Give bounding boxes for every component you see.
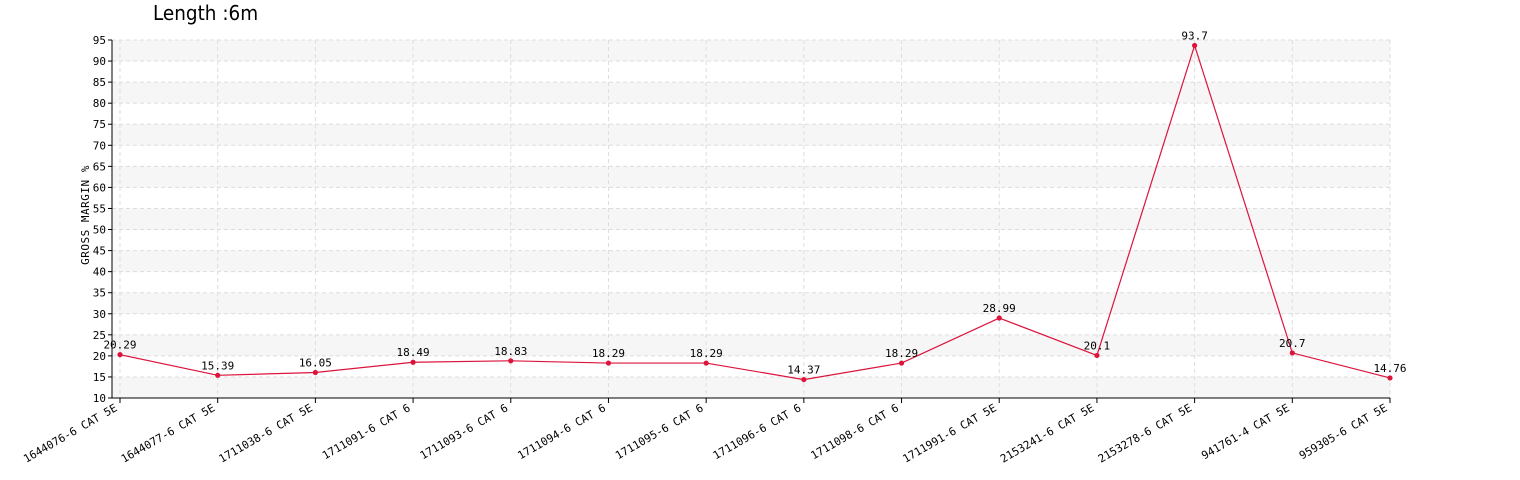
data-label: 14.76 bbox=[1373, 362, 1406, 375]
background-band bbox=[112, 82, 1390, 104]
data-point bbox=[117, 352, 123, 358]
y-tick-label: 80 bbox=[93, 97, 106, 110]
data-point bbox=[703, 360, 709, 366]
data-label: 20.29 bbox=[103, 339, 136, 352]
background-band bbox=[112, 208, 1390, 230]
x-tick-label: 2153278-6 CAT 5E bbox=[1096, 401, 1194, 465]
x-tick-label: 1711094-6 CAT 6 bbox=[515, 401, 608, 462]
x-tick-label: 1711991-6 CAT 5E bbox=[900, 401, 998, 465]
y-tick-label: 85 bbox=[93, 76, 106, 89]
data-label: 18.29 bbox=[690, 347, 723, 360]
y-tick-label: 55 bbox=[93, 202, 106, 215]
x-tick-label: 1644076-6 CAT 5E bbox=[21, 401, 119, 465]
x-tick-label: 1644077-6 CAT 5E bbox=[119, 401, 217, 465]
data-point bbox=[801, 376, 807, 383]
data-label: 93.7 bbox=[1181, 29, 1208, 42]
x-tick-label: 1711096-6 CAT 6 bbox=[711, 401, 804, 462]
y-tick-label: 15 bbox=[93, 371, 106, 384]
data-point bbox=[1289, 350, 1295, 356]
y-axis-title: GROSS MARGIN % bbox=[79, 165, 92, 265]
background-band bbox=[112, 292, 1390, 314]
data-point bbox=[605, 360, 612, 366]
y-tick-label: 75 bbox=[93, 118, 106, 131]
y-tick-label: 65 bbox=[93, 160, 106, 173]
y-tick-label: 95 bbox=[93, 34, 106, 47]
x-tick-label: 1711038-6 CAT 5E bbox=[217, 401, 315, 465]
y-tick-label: 20 bbox=[93, 350, 106, 363]
data-point bbox=[1387, 375, 1393, 381]
x-tick-label: 1711098-6 CAT 6 bbox=[809, 401, 902, 462]
data-point bbox=[898, 360, 905, 366]
data-label: 14.37 bbox=[787, 364, 820, 377]
data-point bbox=[996, 315, 1002, 321]
y-tick-label: 70 bbox=[93, 139, 106, 152]
data-label: 15.39 bbox=[201, 359, 234, 372]
y-tick-label: 60 bbox=[93, 181, 106, 194]
background-band bbox=[112, 166, 1390, 188]
background-band bbox=[112, 334, 1390, 356]
y-tick-label: 35 bbox=[93, 287, 106, 300]
background-band bbox=[112, 250, 1390, 272]
y-tick-label: 90 bbox=[93, 55, 106, 68]
series-line bbox=[119, 43, 1391, 381]
y-tick-label: 25 bbox=[93, 329, 106, 342]
data-point bbox=[215, 372, 221, 378]
background-band bbox=[112, 40, 1390, 62]
data-label: 18.29 bbox=[885, 347, 918, 360]
data-point bbox=[1192, 42, 1198, 49]
y-tick-label: 30 bbox=[93, 308, 106, 321]
x-tick-label: 941761-4 CAT 5E bbox=[1199, 401, 1292, 462]
data-label: 18.49 bbox=[397, 346, 430, 359]
x-tick-label: 959305-6 CAT 5E bbox=[1297, 401, 1390, 462]
data-label: 28.99 bbox=[983, 302, 1016, 315]
background-band bbox=[112, 376, 1390, 398]
y-tick-label: 45 bbox=[93, 245, 106, 258]
x-tick-label: 1711091-6 CAT 6 bbox=[320, 401, 413, 462]
x-tick-label: 1711095-6 CAT 6 bbox=[613, 401, 706, 462]
data-labels: 20.29 15.39 16.05 18.49 18.83 18.29 18.29 14.37… bbox=[103, 29, 1406, 376]
data-series bbox=[117, 42, 1393, 383]
y-tick-label: 40 bbox=[93, 266, 106, 279]
chart-title: Length :6m bbox=[153, 1, 259, 25]
y-tick-label: 10 bbox=[93, 392, 106, 405]
x-axis-ticks: 1644076-6 CAT 5E 1644077-6 CAT 5E 1711038-… bbox=[21, 398, 1391, 466]
data-point bbox=[410, 359, 416, 365]
y-axis-ticks: 10 15 20 25 30 35 40 45 50 55 60 65 70 75 80 85 90 95 bbox=[93, 34, 112, 405]
data-label: 20.1 bbox=[1084, 339, 1111, 352]
data-label: 18.29 bbox=[592, 347, 625, 360]
background-band bbox=[112, 124, 1390, 146]
y-tick-label: 50 bbox=[93, 224, 106, 237]
data-point bbox=[312, 369, 318, 376]
background-bands bbox=[112, 40, 1390, 398]
x-tick-label: 2153241-6 CAT 5E bbox=[998, 401, 1096, 465]
x-tick-label: 1711093-6 CAT 6 bbox=[418, 401, 511, 462]
data-label: 16.05 bbox=[299, 357, 332, 370]
axes bbox=[111, 40, 1390, 399]
data-label: 20.7 bbox=[1279, 337, 1306, 350]
data-point bbox=[508, 358, 514, 364]
data-point bbox=[1094, 352, 1100, 359]
data-label: 18.83 bbox=[494, 345, 527, 358]
